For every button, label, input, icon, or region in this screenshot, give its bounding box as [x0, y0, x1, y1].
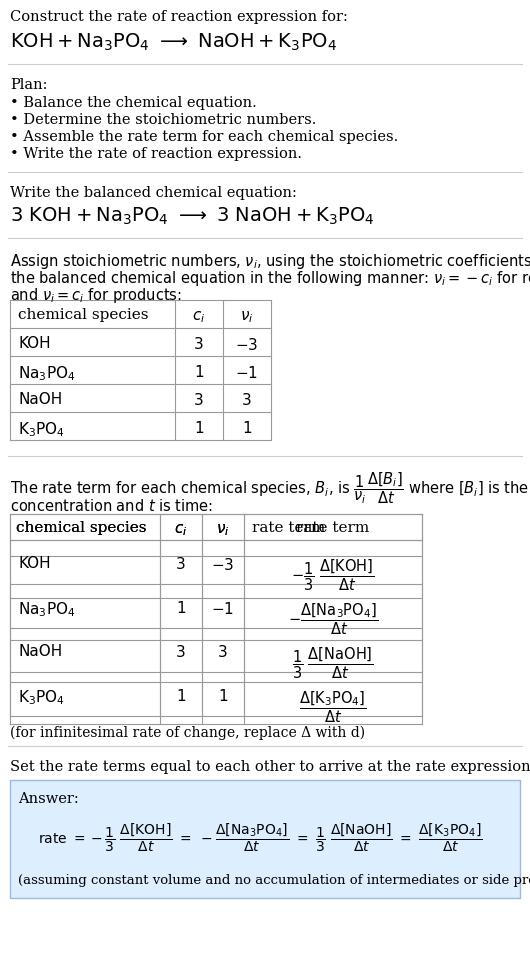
Text: 1: 1 [218, 689, 228, 704]
Text: KOH: KOH [18, 336, 51, 351]
FancyBboxPatch shape [10, 780, 520, 898]
Text: 3: 3 [194, 393, 204, 408]
Text: K$_3$PO$_4$: K$_3$PO$_4$ [18, 688, 65, 707]
Text: rate term: rate term [296, 521, 369, 535]
Text: $\dfrac{\Delta[\mathrm{K_3PO_4}]}{\Delta t}$: $\dfrac{\Delta[\mathrm{K_3PO_4}]}{\Delta… [299, 689, 367, 725]
Text: $\nu_i$: $\nu_i$ [216, 522, 229, 538]
Text: Construct the rate of reaction expression for:: Construct the rate of reaction expressio… [10, 10, 348, 24]
Text: Answer:: Answer: [18, 792, 79, 806]
Text: 1: 1 [176, 689, 186, 704]
Text: chemical species: chemical species [18, 308, 148, 322]
Text: Na$_3$PO$_4$: Na$_3$PO$_4$ [18, 600, 76, 618]
Text: $-3$: $-3$ [211, 557, 235, 573]
Text: $-1$: $-1$ [211, 601, 234, 617]
Text: the balanced chemical equation in the following manner: $\nu_i = -c_i$ for react: the balanced chemical equation in the fo… [10, 269, 530, 288]
Text: $c_i$: $c_i$ [174, 522, 188, 538]
Text: 1: 1 [194, 421, 204, 436]
Text: chemical species: chemical species [16, 521, 146, 535]
Text: $-1$: $-1$ [235, 365, 259, 381]
Text: The rate term for each chemical species, $B_i$, is $\dfrac{1}{\nu_i}\dfrac{\Delt: The rate term for each chemical species,… [10, 470, 530, 506]
Text: $\nu_i$: $\nu_i$ [216, 522, 229, 538]
Text: NaOH: NaOH [18, 644, 62, 659]
Text: (for infinitesimal rate of change, replace Δ with d): (for infinitesimal rate of change, repla… [10, 726, 365, 740]
Text: chemical species: chemical species [16, 521, 146, 535]
Text: • Determine the stoichiometric numbers.: • Determine the stoichiometric numbers. [10, 113, 316, 127]
Text: NaOH: NaOH [18, 392, 62, 407]
Text: Set the rate terms equal to each other to arrive at the rate expression:: Set the rate terms equal to each other t… [10, 760, 530, 774]
Text: Assign stoichiometric numbers, $\nu_i$, using the stoichiometric coefficients, $: Assign stoichiometric numbers, $\nu_i$, … [10, 252, 530, 271]
Text: $\mathrm{3\ KOH + Na_3PO_4 \ \longrightarrow \ 3\ NaOH + K_3PO_4}$: $\mathrm{3\ KOH + Na_3PO_4 \ \longrighta… [10, 206, 375, 227]
Text: K$_3$PO$_4$: K$_3$PO$_4$ [18, 420, 65, 438]
Text: Write the balanced chemical equation:: Write the balanced chemical equation: [10, 186, 297, 200]
Text: (assuming constant volume and no accumulation of intermediates or side products): (assuming constant volume and no accumul… [18, 874, 530, 887]
Text: • Write the rate of reaction expression.: • Write the rate of reaction expression. [10, 147, 302, 161]
Text: 3: 3 [242, 393, 252, 408]
Text: 3: 3 [176, 645, 186, 660]
Text: $c_i$: $c_i$ [192, 309, 206, 324]
Text: • Balance the chemical equation.: • Balance the chemical equation. [10, 96, 257, 110]
Text: $-3$: $-3$ [235, 337, 259, 353]
Text: Na$_3$PO$_4$: Na$_3$PO$_4$ [18, 364, 76, 383]
Text: rate term: rate term [252, 521, 325, 535]
Text: 1: 1 [176, 601, 186, 616]
Text: 1: 1 [242, 421, 252, 436]
Text: Plan:: Plan: [10, 78, 48, 92]
Text: and $\nu_i = c_i$ for products:: and $\nu_i = c_i$ for products: [10, 286, 182, 305]
Text: KOH: KOH [18, 556, 51, 571]
Text: 3: 3 [176, 557, 186, 572]
Text: 1: 1 [194, 365, 204, 380]
Text: concentration and $t$ is time:: concentration and $t$ is time: [10, 498, 213, 514]
Text: $\dfrac{1}{3}\ \dfrac{\Delta[\mathrm{NaOH}]}{\Delta t}$: $\dfrac{1}{3}\ \dfrac{\Delta[\mathrm{NaO… [292, 645, 374, 681]
Text: $\nu_i$: $\nu_i$ [240, 309, 254, 324]
Text: 3: 3 [194, 337, 204, 352]
Text: $-\dfrac{\Delta[\mathrm{Na_3PO_4}]}{\Delta t}$: $-\dfrac{\Delta[\mathrm{Na_3PO_4}]}{\Del… [288, 601, 378, 637]
Text: 3: 3 [218, 645, 228, 660]
Text: $-\dfrac{1}{3}\ \dfrac{\Delta[\mathrm{KOH}]}{\Delta t}$: $-\dfrac{1}{3}\ \dfrac{\Delta[\mathrm{KO… [291, 557, 375, 592]
Text: rate $= -\dfrac{1}{3}\ \dfrac{\Delta[\mathrm{KOH}]}{\Delta t}\ =\ -\dfrac{\Delta: rate $= -\dfrac{1}{3}\ \dfrac{\Delta[\ma… [38, 822, 482, 854]
Text: $\mathrm{KOH + Na_3PO_4 \ \longrightarrow \ NaOH + K_3PO_4}$: $\mathrm{KOH + Na_3PO_4 \ \longrightarro… [10, 32, 337, 54]
Text: • Assemble the rate term for each chemical species.: • Assemble the rate term for each chemic… [10, 130, 398, 144]
Text: $c_i$: $c_i$ [174, 522, 188, 538]
